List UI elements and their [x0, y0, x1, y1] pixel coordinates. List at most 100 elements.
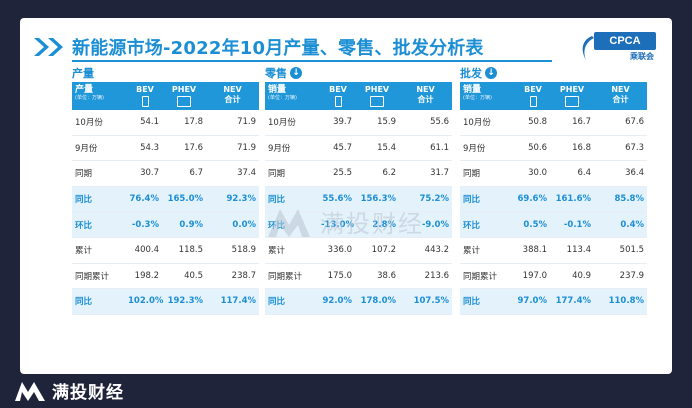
bev-value: 400.4: [134, 245, 159, 256]
phev-value: 15.9: [377, 117, 396, 128]
nev-value: 75.2%: [419, 194, 450, 205]
table-row: 累计 400.4 118.5 518.9: [72, 238, 259, 264]
battery-icon: [334, 96, 342, 107]
table-row: 同期累计 198.2 40.5 238.7: [72, 264, 259, 290]
phev-value: 6.4: [577, 168, 591, 179]
nev-value: 0.0%: [232, 219, 256, 230]
table-row: 同比 92.0% 178.0% 107.5%: [265, 289, 452, 315]
nev-value: 55.6: [430, 117, 449, 128]
row-label: 同比: [268, 195, 286, 206]
row-label: 累计: [268, 246, 286, 257]
row-label: 环比: [268, 220, 286, 231]
nev-value: 37.4: [237, 168, 256, 179]
report-header: 新能源市场-2022年10月产量、零售、批发分析表 CPCA 乘联会: [32, 32, 660, 62]
bev-value: -0.3%: [131, 219, 159, 230]
nev-value: 71.9: [237, 117, 256, 128]
row-label: 同比: [463, 195, 481, 206]
header-phev: PHEV: [550, 82, 594, 110]
unit-label: (单位：万辆): [268, 95, 297, 101]
header-bev: BEV: [128, 82, 162, 110]
logo-text: CPCA: [594, 32, 656, 50]
row-label: 10月份: [268, 118, 296, 129]
table-row: 累计 336.0 107.2 443.2: [265, 238, 452, 264]
fuel-pump-icon: [177, 96, 191, 107]
table-row: 同期累计 197.0 40.9 237.9: [460, 264, 647, 290]
row-label: 同期累计: [463, 271, 498, 282]
nev-value: 117.4%: [220, 296, 256, 307]
report-card: 新能源市场-2022年10月产量、零售、批发分析表 CPCA 乘联会 产量 产量(…: [20, 18, 672, 374]
row-label: 9月份: [268, 143, 291, 154]
bev-value: 92.0%: [322, 296, 353, 307]
footer-brand: 满投财经: [14, 378, 124, 403]
header-nev: NEV 合计: [206, 82, 259, 110]
nev-value: 238.7: [231, 270, 256, 281]
table-row: 10月份 50.8 16.7 67.6: [460, 110, 647, 136]
row-label: 环比: [75, 220, 93, 231]
table-row: 同期 25.5 6.2 31.7: [265, 161, 452, 187]
header-label: 销量 (单位：万辆): [460, 82, 516, 110]
table-row: 环比 -0.3% 0.9% 0.0%: [72, 212, 259, 238]
fuel-pump-icon: [370, 96, 384, 107]
title-underline: [72, 60, 552, 62]
bev-value: 198.2: [134, 270, 159, 281]
row-label: 9月份: [463, 143, 486, 154]
phev-value: 161.6%: [555, 194, 591, 205]
nev-total-label: 合计: [612, 95, 629, 104]
table-header: 销量 (单位：万辆) BEV PHEV NEV 合计: [460, 82, 647, 110]
phev-value: 156.3%: [360, 194, 396, 205]
row-label: 同期: [268, 169, 286, 180]
phev-value: 6.2: [382, 168, 396, 179]
row-label: 10月份: [75, 118, 103, 129]
section-label-text: 批发: [460, 67, 482, 80]
swoosh-icon: [582, 36, 594, 60]
section-label: 产量: [72, 64, 259, 82]
table-row: 环比 0.5% -0.1% 0.4%: [460, 212, 647, 238]
row-label: 同期累计: [268, 271, 303, 282]
nev-label: NEV: [611, 85, 630, 94]
header-nev: NEV 合计: [594, 82, 647, 110]
bev-label: BEV: [524, 85, 542, 94]
cpca-logo: CPCA 乘联会: [578, 32, 656, 64]
phev-value: 165.0%: [167, 194, 203, 205]
nev-value: 67.3: [625, 142, 644, 153]
header-label-text: 销量: [463, 85, 482, 95]
table-row: 同比 76.4% 165.0% 92.3%: [72, 186, 259, 213]
phev-value: 40.9: [572, 270, 591, 281]
row-label: 10月份: [463, 118, 491, 129]
table-row: 同期 30.0 6.4 36.4: [460, 161, 647, 187]
table-row: 9月份 50.6 16.8 67.3: [460, 136, 647, 162]
footer-brand-text: 满投财经: [52, 383, 124, 403]
phev-label: PHEV: [364, 85, 390, 94]
section-0: 产量 产量 (单位：万辆) BEV PHEV NEV 合计 10月份 54.1 17.8 71.9 9…: [72, 64, 259, 315]
phev-value: 192.3%: [167, 296, 203, 307]
bev-value: 55.6%: [322, 194, 353, 205]
phev-value: 15.4: [377, 142, 396, 153]
phev-value: -0.1%: [563, 219, 591, 230]
bev-value: 54.1: [140, 117, 159, 128]
phev-value: 177.4%: [555, 296, 591, 307]
fuel-pump-icon: [565, 96, 579, 107]
row-label: 同比: [268, 297, 286, 308]
row-label: 同期: [463, 169, 481, 180]
table-row: 9月份 54.3 17.6 71.9: [72, 136, 259, 162]
double-chevron-icon: [34, 38, 63, 56]
header-label: 产量 (单位：万辆): [72, 82, 128, 110]
nev-label: NEV: [416, 85, 435, 94]
nev-value: 31.7: [430, 168, 449, 179]
header-label-text: 销量: [268, 85, 287, 95]
section-label: 零售 ↓: [265, 64, 452, 82]
nev-value: -9.0%: [421, 219, 449, 230]
battery-icon: [141, 96, 149, 107]
row-label: 同比: [463, 297, 481, 308]
nev-value: 107.5%: [413, 296, 449, 307]
table-row: 10月份 54.1 17.8 71.9: [72, 110, 259, 136]
phev-value: 118.5: [178, 245, 203, 256]
bev-value: 197.0: [522, 270, 547, 281]
phev-value: 38.6: [377, 270, 396, 281]
bev-value: 388.1: [522, 245, 547, 256]
nev-total-label: 合计: [224, 95, 241, 104]
phev-value: 178.0%: [360, 296, 396, 307]
phev-value: 0.9%: [179, 219, 203, 230]
bev-value: 50.8: [528, 117, 547, 128]
table-row: 同期累计 175.0 38.6 213.6: [265, 264, 452, 290]
